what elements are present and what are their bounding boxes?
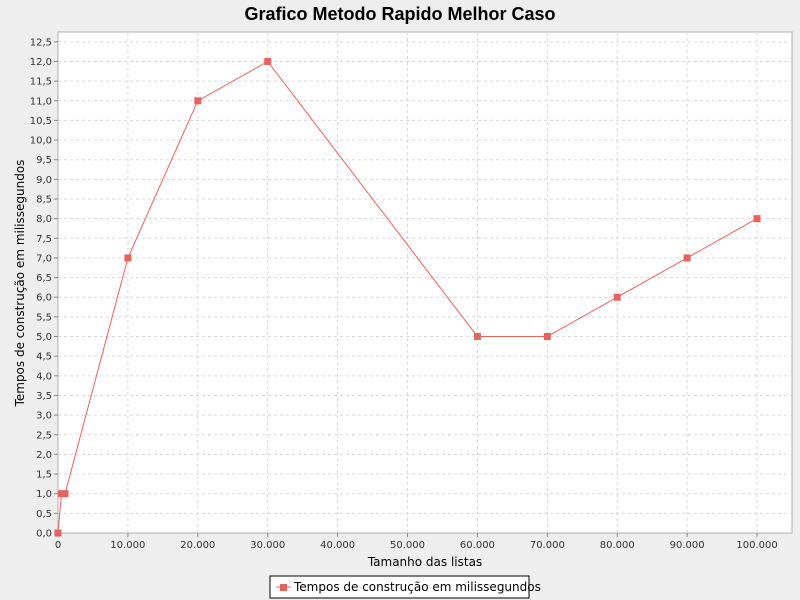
data-point — [61, 490, 69, 498]
legend: Tempos de construção em milissegundos — [269, 575, 541, 599]
y-tick-label: 4,0 — [36, 371, 52, 382]
y-tick-label: 11,0 — [30, 96, 52, 107]
x-tick-label: 30.000 — [250, 540, 285, 551]
x-axis-label: Tamanho das listas — [367, 555, 482, 569]
x-tick-label: 70.000 — [530, 540, 565, 551]
data-point — [543, 333, 551, 341]
y-tick-label: 0,0 — [36, 529, 52, 540]
x-tick-label: 60.000 — [460, 540, 495, 551]
legend-label: Tempos de construção em milissegundos — [293, 580, 541, 594]
y-tick-label: 6,0 — [36, 293, 52, 304]
series-layer — [54, 57, 761, 537]
data-point — [753, 215, 761, 223]
data-point — [683, 254, 691, 262]
y-tick-label: 2,0 — [36, 450, 52, 461]
y-tick-label: 9,5 — [36, 155, 52, 166]
legend-box — [269, 575, 530, 599]
x-tick-label: 20.000 — [180, 540, 215, 551]
y-tick-label: 3,5 — [36, 391, 52, 402]
x-tick-label: 50.000 — [390, 540, 425, 551]
y-tick-label: 5,5 — [36, 312, 52, 323]
x-tick-label: 100.000 — [736, 540, 777, 551]
legend-marker — [280, 584, 287, 591]
data-point — [194, 97, 202, 105]
y-tick-label: 5,0 — [36, 332, 52, 343]
x-tick-label: 0 — [55, 540, 61, 551]
y-tick-label: 7,0 — [36, 253, 52, 264]
x-tick-label: 40.000 — [320, 540, 355, 551]
y-tick-label: 11,5 — [30, 77, 52, 88]
y-tick-label: 6,5 — [36, 273, 52, 284]
chart-title: Grafico Metodo Rapido Melhor Caso — [244, 4, 555, 24]
y-tick-label: 4,5 — [36, 352, 52, 363]
y-tick-label: 3,0 — [36, 411, 52, 422]
plot-area — [57, 31, 793, 534]
data-point — [473, 333, 481, 341]
data-point — [264, 57, 272, 65]
y-tick-label: 10,0 — [30, 136, 52, 147]
x-tick-label: 90.000 — [670, 540, 705, 551]
y-tick-label: 9,0 — [36, 175, 52, 186]
y-tick-label: 12,0 — [30, 57, 52, 68]
y-tick-label: 1,5 — [36, 470, 52, 481]
data-point — [613, 293, 621, 301]
y-tick-label: 8,5 — [36, 195, 52, 206]
y-tick-label: 8,0 — [36, 214, 52, 225]
y-tick-label: 10,5 — [30, 116, 52, 127]
y-tick-label: 0,5 — [36, 509, 52, 520]
data-point — [124, 254, 132, 262]
data-point — [54, 529, 62, 537]
y-tick-label: 2,5 — [36, 430, 52, 441]
y-tick-label: 7,5 — [36, 234, 52, 245]
y-axis-label: Tempos de construção em milissegundos — [13, 160, 27, 408]
x-tick-label: 10.000 — [110, 540, 145, 551]
y-tick-label: 12,5 — [30, 37, 52, 48]
y-tick-label: 1,0 — [36, 489, 52, 500]
x-tick-label: 80.000 — [600, 540, 635, 551]
y-axis-ticks: 0,0 0,5 1,0 1,5 2,0 2,5 3,0 3,5 4,0 4,5 5,0 5,5 6,0 6… — [30, 37, 58, 540]
x-axis-ticks: 0 10.000 20.000 30.000 40.000 50.000 60.000 70.… — [55, 533, 778, 551]
